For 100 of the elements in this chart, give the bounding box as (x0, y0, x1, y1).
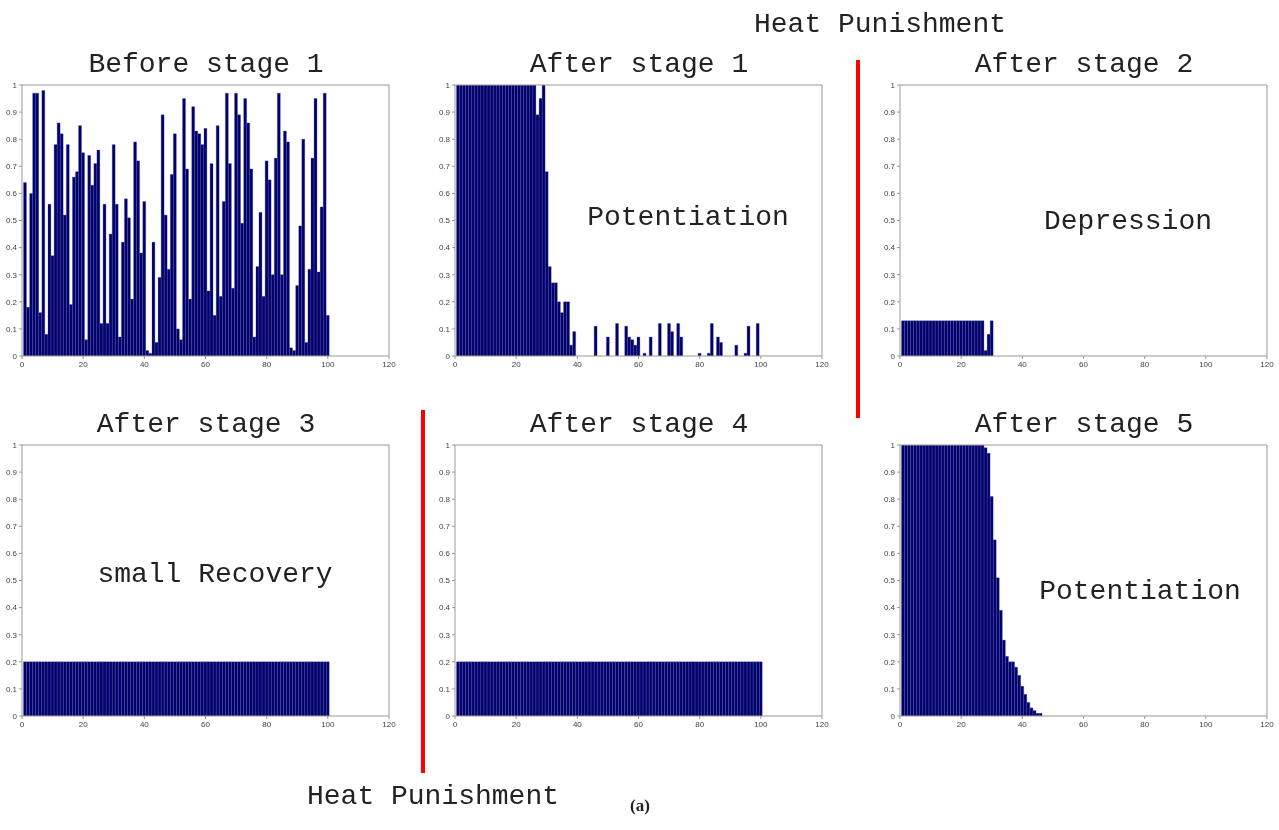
y-tick-label: 0.5 (5, 576, 18, 586)
x-tick-label: 100 (1199, 719, 1214, 729)
x-tick-label: 40 (572, 719, 583, 729)
y-tick-label: 0 (890, 711, 896, 721)
y-tick-label: 0.8 (438, 135, 451, 145)
y-tick-label: 0.9 (438, 107, 451, 117)
y-tick-label: 0.3 (883, 630, 896, 640)
x-tick-label: 40 (1017, 719, 1028, 729)
y-tick-label: 0.2 (438, 297, 451, 307)
x-tick-label: 20 (511, 359, 522, 369)
x-tick-label: 60 (634, 359, 644, 369)
y-tick-label: 0.8 (5, 135, 18, 145)
x-tick-label: 80 (695, 359, 705, 369)
chart-title: After stage 5 (973, 408, 1195, 442)
y-tick-label: 0.8 (5, 495, 18, 505)
x-tick-label: 120 (1260, 359, 1275, 369)
x-tick-label: 60 (201, 359, 211, 369)
y-tick-label: 0.3 (438, 630, 451, 640)
x-tick-label: 0 (19, 719, 25, 729)
y-tick-label: 0.7 (5, 162, 18, 172)
y-tick-label: 0.6 (5, 189, 18, 199)
x-tick-label: 40 (139, 359, 150, 369)
x-tick-label: 60 (634, 719, 644, 729)
x-tick-label: 120 (382, 359, 397, 369)
y-tick-label: 0.8 (883, 135, 896, 145)
y-tick-label: 0.2 (883, 657, 896, 667)
y-tick-label: 0.2 (5, 657, 18, 667)
y-tick-label: 0.5 (438, 576, 451, 586)
y-tick-label: 0.4 (5, 603, 18, 613)
y-tick-label: 1 (890, 440, 896, 450)
y-tick-label: 0 (12, 711, 18, 721)
y-tick-label: 0.7 (883, 522, 896, 532)
annotation: Depression (1043, 205, 1213, 239)
x-tick-label: 60 (1079, 719, 1089, 729)
y-tick-label: 0.3 (5, 630, 18, 640)
x-tick-label: 0 (19, 359, 25, 369)
text: Heat Punishment (752, 8, 1007, 42)
y-tick-label: 0.4 (883, 603, 896, 613)
x-tick-label: 20 (511, 719, 522, 729)
x-tick-label: 40 (1017, 359, 1028, 369)
y-tick-label: 0.2 (883, 297, 896, 307)
x-tick-label: 120 (815, 359, 830, 369)
y-tick-label: 0.1 (438, 324, 451, 334)
x-tick-label: 80 (1140, 359, 1150, 369)
annotation: Potentiation (1038, 575, 1242, 609)
y-tick-label: 0.5 (883, 576, 896, 586)
y-tick-label: 0.9 (438, 467, 451, 477)
x-tick-label: 40 (572, 359, 583, 369)
y-tick-label: 1 (12, 80, 18, 90)
y-tick-label: 0.7 (883, 162, 896, 172)
y-tick-label: 0.7 (438, 162, 451, 172)
y-tick-label: 0.6 (438, 189, 451, 199)
y-tick-label: 0.4 (438, 603, 451, 613)
x-tick-label: 20 (78, 359, 89, 369)
y-tick-label: 0.5 (5, 216, 18, 226)
x-tick-label: 80 (262, 719, 272, 729)
y-tick-label: 0 (12, 351, 18, 361)
chart-title: After stage 4 (528, 408, 750, 442)
x-tick-label: 100 (1199, 359, 1214, 369)
y-tick-label: 0.6 (883, 549, 896, 559)
y-tick-label: 0.9 (5, 107, 18, 117)
y-tick-label: 0.6 (438, 549, 451, 559)
y-tick-label: 0.5 (438, 216, 451, 226)
chart-title: After stage 1 (528, 48, 750, 82)
x-tick-label: 0 (452, 719, 458, 729)
y-tick-label: 1 (890, 80, 896, 90)
x-tick-label: 20 (78, 719, 89, 729)
x-tick-label: 80 (695, 719, 705, 729)
y-tick-label: 1 (445, 440, 451, 450)
annotation: Potentiation (586, 201, 790, 235)
x-tick-label: 0 (897, 359, 903, 369)
x-tick-label: 20 (956, 719, 967, 729)
x-tick-label: 100 (754, 359, 769, 369)
y-tick-label: 0.3 (438, 270, 451, 280)
x-tick-label: 120 (382, 719, 397, 729)
x-tick-label: 40 (139, 719, 150, 729)
x-tick-label: 120 (1260, 719, 1275, 729)
x-tick-label: 0 (897, 719, 903, 729)
chart-title: After stage 2 (973, 48, 1195, 82)
y-tick-label: 0.4 (883, 243, 896, 253)
x-tick-label: 120 (815, 719, 830, 729)
y-tick-label: 1 (445, 80, 451, 90)
y-tick-label: 0.1 (883, 324, 896, 334)
y-tick-label: 1 (12, 440, 18, 450)
y-tick-label: 0.9 (5, 467, 18, 477)
chart-title: Before stage 1 (87, 48, 325, 82)
x-tick-label: 60 (201, 719, 211, 729)
x-tick-label: 60 (1079, 359, 1089, 369)
y-tick-label: 0 (445, 711, 451, 721)
y-tick-label: 0.2 (5, 297, 18, 307)
y-tick-label: 0.2 (438, 657, 451, 667)
y-tick-label: 0.9 (883, 467, 896, 477)
y-tick-label: 0.6 (5, 549, 18, 559)
chart-title: After stage 3 (95, 408, 317, 442)
x-tick-label: 20 (956, 359, 967, 369)
y-tick-label: 0.1 (883, 684, 896, 694)
y-tick-label: 0.3 (883, 270, 896, 280)
x-tick-label: 80 (262, 359, 272, 369)
y-tick-label: 0.1 (5, 324, 18, 334)
y-tick-label: 0 (890, 351, 896, 361)
